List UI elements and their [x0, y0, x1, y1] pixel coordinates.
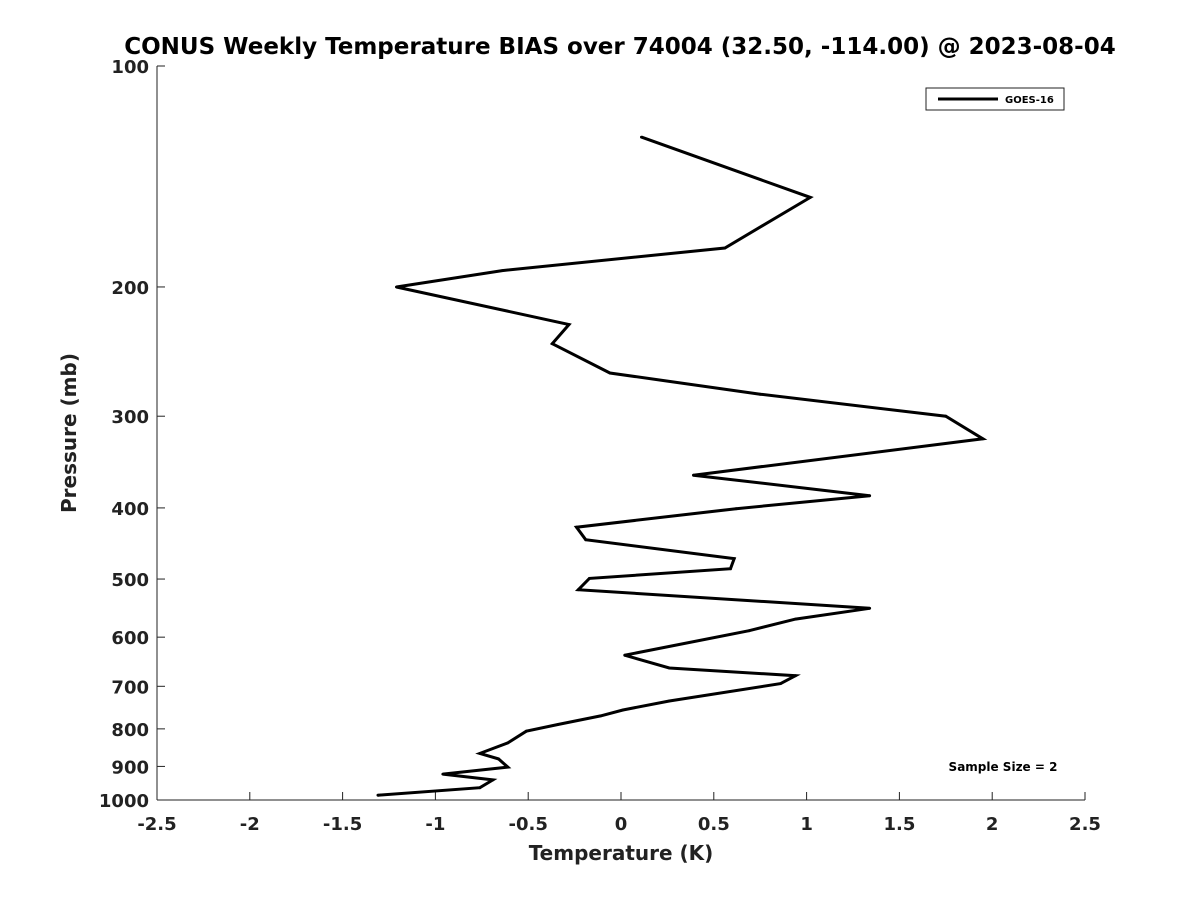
series-layer	[376, 135, 988, 797]
data-point	[478, 786, 482, 790]
y-tick-label: 700	[111, 677, 149, 698]
data-point	[506, 741, 510, 745]
chart-title: CONUS Weekly Temperature BIAS over 74004…	[124, 34, 1115, 60]
data-point	[808, 196, 812, 199]
y-tick-label: 1000	[99, 791, 149, 812]
data-point	[588, 577, 591, 580]
data-point	[692, 473, 695, 477]
data-point	[478, 752, 482, 755]
data-point	[734, 507, 738, 511]
data-point	[608, 371, 612, 375]
y-ticks: 100 200 300 400 500 600 700 800 900 1000	[99, 57, 165, 812]
y-axis-label: Pressure (mb)	[57, 353, 81, 513]
data-point	[556, 723, 560, 726]
data-point	[550, 342, 554, 346]
legend-label-goes-16: GOES-16	[1005, 95, 1054, 106]
data-point	[723, 246, 727, 250]
x-tick-label: -0.5	[509, 814, 548, 835]
data-point	[779, 682, 782, 685]
data-point	[667, 666, 671, 670]
data-point	[640, 135, 643, 139]
data-point	[667, 699, 671, 703]
data-point	[794, 674, 797, 678]
x-ticks: -2.5 -2 -1.5 -1 -0.5 0 0.5 1 1.5 2 2.5	[137, 792, 1101, 835]
data-point	[621, 708, 625, 712]
y-tick-label: 400	[111, 499, 149, 520]
x-tick-label: -1	[425, 814, 445, 835]
x-tick-label: 2.5	[1069, 814, 1101, 835]
legend: GOES-16	[925, 87, 1065, 111]
data-point	[729, 567, 732, 571]
data-point	[497, 757, 500, 761]
plot-axes	[156, 66, 1085, 801]
x-tick-label: 2	[986, 814, 999, 835]
x-tick-label: 0.5	[698, 814, 730, 835]
data-point	[599, 714, 602, 718]
data-point	[868, 606, 872, 610]
data-point	[747, 629, 751, 633]
data-point	[981, 437, 985, 441]
data-point	[576, 588, 580, 592]
x-axis-label: Temperature (K)	[529, 841, 714, 865]
data-point	[491, 778, 495, 782]
x-tick-label: 1	[800, 814, 813, 835]
x-tick-label: -1.5	[323, 814, 362, 835]
data-point	[376, 793, 380, 797]
y-tick-label: 200	[111, 278, 149, 299]
data-point	[395, 285, 398, 289]
data-point	[794, 617, 797, 621]
data-point	[567, 323, 571, 326]
data-point	[758, 392, 762, 396]
data-point	[441, 772, 445, 776]
y-tick-label: 900	[111, 757, 149, 778]
x-tick-label: 0	[615, 814, 628, 835]
y-tick-label: 500	[111, 570, 149, 591]
data-point	[623, 653, 627, 657]
y-tick-label: 300	[111, 407, 149, 428]
data-point	[506, 765, 510, 769]
data-point	[944, 414, 948, 418]
data-point	[524, 729, 528, 733]
data-point	[732, 557, 736, 560]
data-point	[500, 269, 504, 272]
data-point	[868, 494, 872, 498]
y-tick-label: 100	[111, 57, 149, 78]
x-tick-label: -2	[240, 814, 260, 835]
y-tick-label: 600	[111, 628, 149, 649]
data-point	[584, 538, 588, 542]
x-tick-label: 1.5	[883, 814, 915, 835]
y-tick-label: 800	[111, 720, 149, 741]
data-point	[575, 525, 578, 529]
x-tick-label: -2.5	[137, 814, 176, 835]
series-line-goes-16	[377, 135, 988, 797]
sample-size-annotation: Sample Size = 2	[949, 760, 1058, 774]
